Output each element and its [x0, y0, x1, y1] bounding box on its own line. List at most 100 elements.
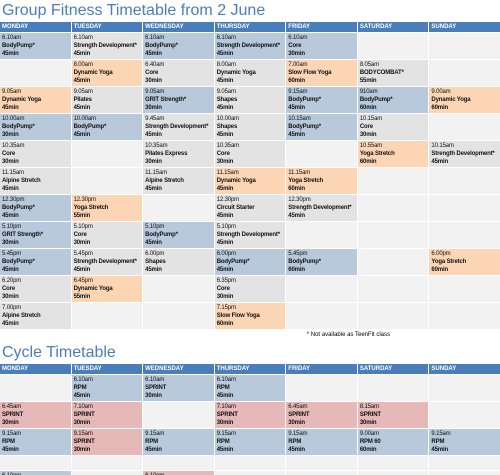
- empty-cell: [357, 276, 429, 302]
- class-duration: 45min: [216, 78, 234, 84]
- empty-cell: [357, 471, 429, 475]
- day-header: FRIDAY: [286, 22, 357, 32]
- class-cell: 11.15am Alpine Stretch 45min: [0, 168, 71, 194]
- class-duration: 60min: [431, 105, 449, 111]
- class-cell: 6.10pmSPRINT: [143, 471, 214, 475]
- class-cell: 10.00am Shapes 45min: [214, 114, 286, 140]
- empty-cell: [429, 114, 500, 140]
- class-name: Strength Development*: [288, 205, 352, 211]
- class-duration: 45min: [145, 447, 162, 453]
- class-name: SPRINT: [2, 412, 24, 418]
- class-name: Shapes: [216, 97, 238, 103]
- class-cell: 6.35pm Core 30min: [214, 276, 286, 302]
- day-header: SUNDAY: [429, 22, 500, 32]
- class-cell: 9.15am RPM 45min: [286, 429, 357, 455]
- empty-cell: [71, 471, 143, 475]
- day-header: WEDNESDAY: [143, 22, 214, 32]
- class-name: SPRINT: [359, 412, 381, 418]
- class-time: 6.35pm: [216, 278, 236, 284]
- class-cell: 12.30pm Yoga Stretch 55min: [71, 195, 143, 221]
- class-name: BodyPump*: [2, 124, 35, 130]
- day-header: FRIDAY: [286, 364, 357, 374]
- class-duration: 30min: [73, 447, 91, 453]
- class-cell: 10.15am Strength Development* 45min: [429, 141, 500, 167]
- class-time: 7.10am: [73, 404, 93, 410]
- class-time: 12.30pm: [73, 197, 96, 203]
- class-cell: 5.45pm BodyPump* 45min: [0, 249, 71, 275]
- class-cell: 9.15am RPM 45min: [0, 429, 71, 455]
- empty-cell: [357, 375, 429, 401]
- class-duration: 45min: [216, 132, 234, 138]
- class-name: Dynamic Yoga: [73, 286, 113, 292]
- class-time: 10.55am: [359, 143, 383, 149]
- class-cell: 6.20pm Core 30min: [0, 276, 71, 302]
- class-duration: 30min: [2, 294, 19, 300]
- class-duration: 55min: [73, 294, 91, 300]
- class-cell: 12.30pm Circuit Starter 45min: [214, 195, 286, 221]
- class-cell: 8.00am Dynamic Yoga 45min: [71, 60, 143, 86]
- empty-cell: [357, 33, 429, 59]
- class-name: Core: [216, 151, 230, 157]
- class-cell: 10.00am BodyPump* 45min: [71, 114, 143, 140]
- class-duration: 45min: [145, 267, 162, 273]
- class-duration: 45min: [145, 51, 162, 57]
- class-duration: 60min: [288, 267, 305, 273]
- class-time: 5.10pm: [2, 224, 22, 230]
- day-header: WEDNESDAY: [143, 364, 214, 374]
- class-duration: 30min: [73, 240, 91, 246]
- class-duration: 60min: [359, 159, 377, 165]
- empty-cell: [429, 168, 500, 194]
- class-time: 10.15am: [288, 116, 311, 122]
- class-duration: 45min: [73, 105, 91, 111]
- class-time: 9.15am: [145, 431, 165, 437]
- class-name: RPM: [216, 439, 230, 445]
- empty-cell: [357, 168, 429, 194]
- class-name: Pilates: [73, 97, 92, 103]
- class-name: BodyPump*: [2, 43, 35, 49]
- class-name: GRIT Strength*: [2, 232, 43, 238]
- class-duration: 45min: [216, 240, 234, 246]
- class-name: Pilates Express: [145, 151, 188, 157]
- class-duration: 30min: [2, 159, 19, 165]
- class-duration: 30min: [145, 159, 162, 165]
- class-time: 10.35am: [2, 143, 25, 149]
- class-name: Core: [73, 232, 87, 238]
- class-duration: 45min: [73, 393, 91, 399]
- class-duration: 45min: [288, 447, 305, 453]
- class-cell: 7.10am SPRINT 30min: [71, 402, 143, 428]
- class-cell: 9.05am GRIT Strength* 30min: [143, 87, 214, 113]
- class-name: BodyPump*: [288, 97, 321, 103]
- class-duration: 45min: [288, 132, 305, 138]
- class-name: Core: [2, 286, 16, 292]
- class-name: RPM: [2, 439, 15, 445]
- class-name: Strength Development*: [216, 43, 280, 49]
- class-name: Yoga Stretch: [288, 178, 324, 184]
- empty-cell: [429, 402, 500, 428]
- class-name: Dynamic Yoga: [2, 97, 41, 103]
- empty-cell: [286, 303, 357, 329]
- class-name: Core: [145, 70, 159, 76]
- class-duration: 45min: [216, 447, 234, 453]
- class-time: 9.15am: [431, 431, 451, 437]
- class-time: 6.10am: [145, 35, 165, 41]
- class-name: Strength Development*: [145, 124, 209, 130]
- class-time: 5.10pm: [216, 224, 236, 230]
- class-duration: 45min: [2, 267, 19, 273]
- class-time: 8.05am: [359, 62, 379, 68]
- class-name: SPRINT: [73, 439, 95, 445]
- empty-cell: [286, 141, 357, 167]
- title: Group Fitness Timetable from 2 June: [2, 2, 266, 19]
- class-time: 9.15am: [288, 89, 308, 95]
- class-name: Core: [359, 124, 373, 130]
- class-duration: 45min: [216, 213, 234, 219]
- empty-cell: [214, 456, 286, 470]
- class-time: 8.15am: [359, 404, 379, 410]
- class-name: Dynamic Yoga: [73, 70, 113, 76]
- day-header: MONDAY: [0, 22, 71, 32]
- empty-cell: [429, 471, 500, 475]
- class-time: 6.40am: [145, 62, 165, 68]
- class-cell: 6.45am SPRINT 30min: [0, 402, 71, 428]
- class-name: RPM: [145, 439, 159, 445]
- class-cell: 6.10am BodyPump* 45min: [143, 33, 214, 59]
- class-cell: 6.10am SPRINT 30min: [143, 375, 214, 401]
